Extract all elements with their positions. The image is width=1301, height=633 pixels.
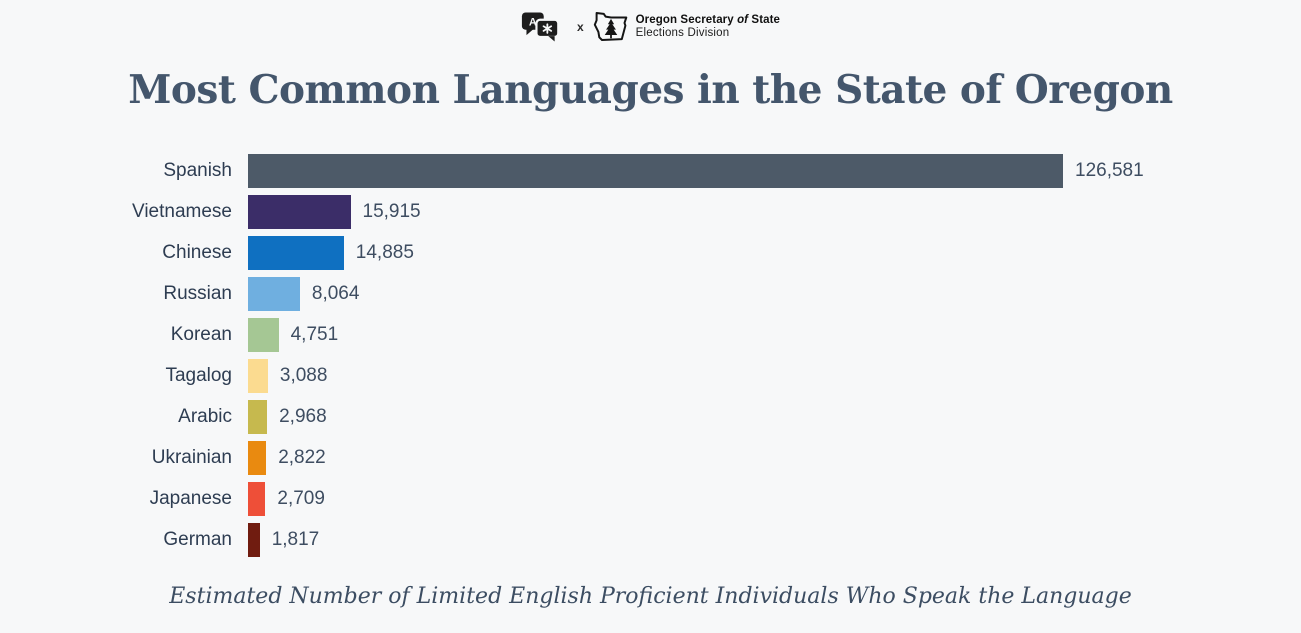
bar	[248, 318, 279, 352]
bar-label: Korean	[170, 324, 232, 345]
header: A x Oregon Secretary of State Elections …	[0, 0, 1301, 44]
bar	[248, 277, 300, 311]
brand-name: Oregon Secretary of State	[635, 14, 781, 26]
bar-label: Arabic	[178, 406, 232, 427]
bar	[248, 482, 266, 516]
bar	[248, 441, 267, 475]
bar-chart: Spanish 126,581 Vietnamese 15,915 Chines…	[0, 154, 1301, 557]
oregon-state-icon	[593, 10, 629, 43]
bar-value: 2,709	[277, 488, 325, 509]
chart-row: Ukrainian 2,822	[0, 441, 1301, 475]
chart-row: Korean 4,751	[0, 318, 1301, 352]
bar-label: Ukrainian	[151, 447, 232, 468]
bar-label: Russian	[163, 283, 232, 304]
bar	[248, 236, 344, 270]
bar-label: German	[163, 529, 232, 550]
bar-label: Tagalog	[165, 365, 232, 386]
chart-row: German 1,817	[0, 523, 1301, 557]
chart-row: Tagalog 3,088	[0, 359, 1301, 393]
bar-value: 8,064	[311, 283, 360, 304]
bar-value: 15,915	[362, 201, 421, 222]
chart-row: Spanish 126,581	[0, 154, 1301, 188]
bar-value: 126,581	[1075, 160, 1144, 181]
translate-icon-letter: A	[529, 16, 537, 28]
chart-row: Chinese 14,885	[0, 236, 1301, 270]
chart-row: Russian 8,064	[0, 277, 1301, 311]
chart-row: Arabic 2,968	[0, 400, 1301, 434]
chart-subtitle: Estimated Number of Limited English Prof…	[169, 584, 1132, 609]
page-title: Most Common Languages in the State of Or…	[128, 67, 1173, 113]
bar-value: 14,885	[355, 242, 414, 263]
brand-division: Elections Division	[635, 27, 730, 39]
bar-label: Vietnamese	[132, 201, 232, 222]
bar	[248, 400, 268, 434]
bar-label: Spanish	[163, 160, 232, 181]
bar-value: 2,968	[279, 406, 327, 427]
chart-row: Japanese 2,709	[0, 482, 1301, 516]
bar	[248, 154, 1063, 188]
bar-label: Chinese	[162, 242, 232, 263]
brand-separator: x	[576, 19, 584, 34]
bar-value: 2,822	[278, 447, 326, 468]
translate-icon: A	[521, 11, 561, 43]
brand-text: Oregon Secretary of State Elections Divi…	[636, 13, 780, 40]
bar-value: 4,751	[290, 324, 339, 345]
bar	[248, 523, 260, 557]
bar-value: 3,088	[279, 365, 328, 386]
chart-row: Vietnamese 15,915	[0, 195, 1301, 229]
bar	[248, 195, 351, 229]
bar-value: 1,817	[271, 529, 320, 550]
bar	[248, 359, 268, 393]
bar-label: Japanese	[149, 488, 232, 509]
